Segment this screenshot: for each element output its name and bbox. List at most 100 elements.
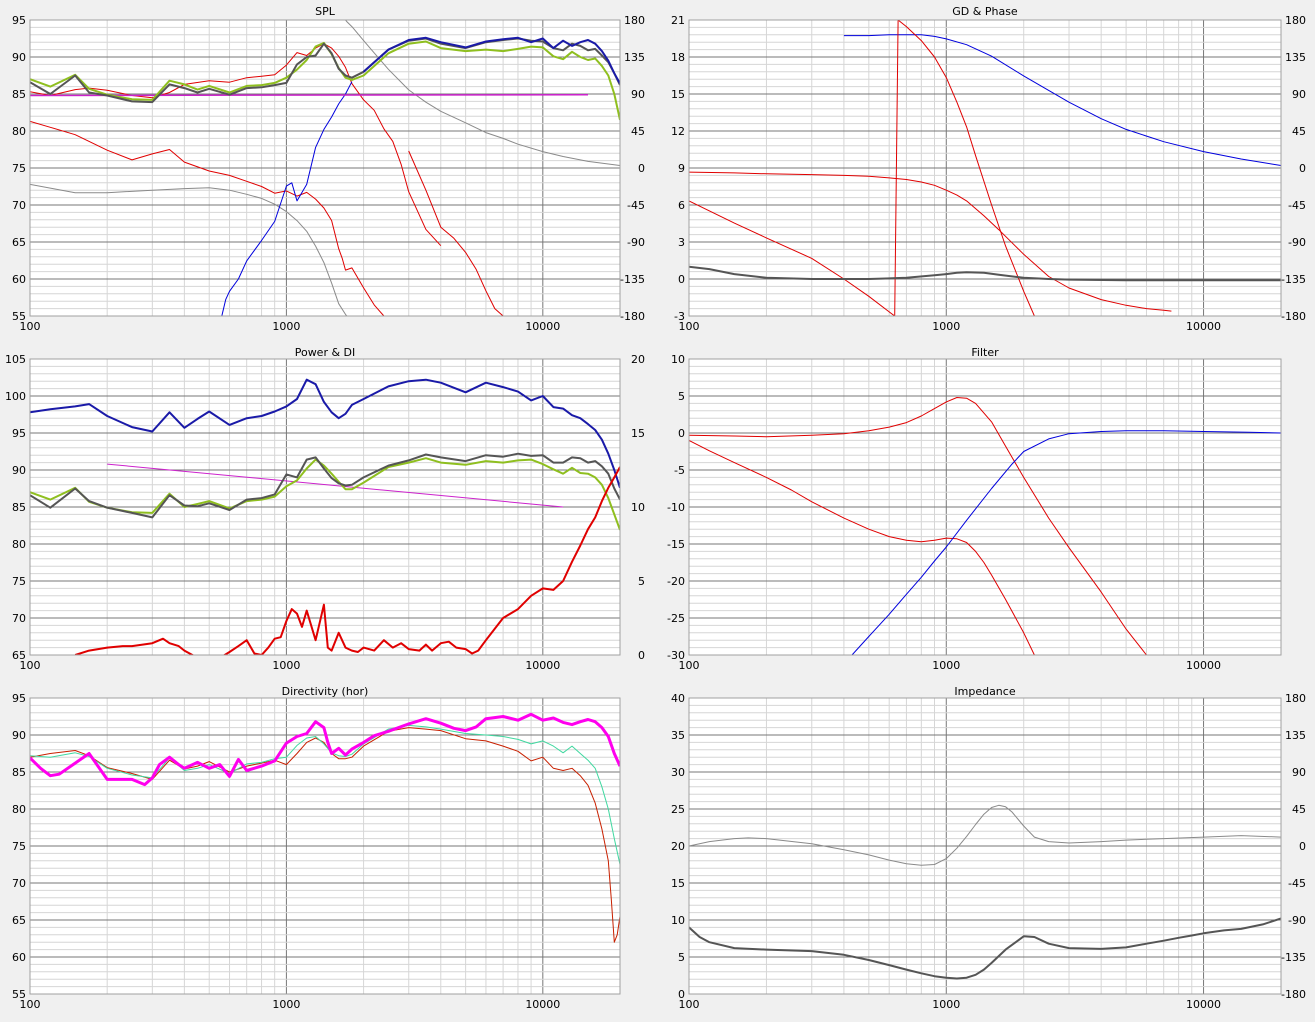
x-tick-label: 1000 <box>932 320 960 333</box>
series-line-spl-7 <box>30 40 620 121</box>
series-group <box>689 804 1281 980</box>
y2-tick-label: 90 <box>631 88 645 101</box>
series-line-spl-4 <box>345 20 620 166</box>
series-line-spl-1 <box>30 120 385 316</box>
y-tick-label: 65 <box>12 649 26 662</box>
series-line-directivity-2 <box>30 712 620 787</box>
y-tick-label: 0 <box>678 273 685 286</box>
series-line-gdphase-3 <box>689 171 1172 312</box>
y-tick-label: -30 <box>667 649 685 662</box>
y2-tick-label: 0 <box>1299 162 1306 175</box>
series-line-gdphase-0 <box>843 34 1281 166</box>
y-tick-label: 85 <box>12 766 26 779</box>
x-tick-label: 10000 <box>1186 320 1221 333</box>
grid <box>689 20 1281 316</box>
y-tick-label: -3 <box>674 310 685 323</box>
series-line-powerdi-4 <box>74 466 620 655</box>
series-group <box>689 397 1281 655</box>
y-tick-label: 40 <box>671 692 685 705</box>
chart-title: Power & DI <box>295 346 356 359</box>
y-tick-label: 10 <box>671 914 685 927</box>
y-tick-label: 5 <box>678 951 685 964</box>
series-line-gdphase-1 <box>894 20 899 316</box>
y-tick-label: 65 <box>12 914 26 927</box>
x-tick-label: 100 <box>679 998 700 1011</box>
series-line-gdphase-2 <box>897 20 1035 316</box>
y-tick-label: 80 <box>12 538 26 551</box>
x-tick-label: 1000 <box>932 659 960 672</box>
series-line-spl-3 <box>30 183 348 316</box>
series-group <box>30 378 620 655</box>
series-line-gdphase-4 <box>689 200 895 316</box>
y-tick-label: 15 <box>671 877 685 890</box>
y-tick-label: 18 <box>671 51 685 64</box>
y2-tick-label: -135 <box>620 273 645 286</box>
y2-tick-label: -180 <box>1281 988 1306 1001</box>
y-tick-label: 60 <box>12 951 26 964</box>
y2-tick-label: -180 <box>1281 310 1306 323</box>
y-tick-label: 65 <box>12 236 26 249</box>
y-tick-label: 80 <box>12 803 26 816</box>
series-line-powerdi-3 <box>30 452 620 519</box>
x-tick-label: 1000 <box>272 659 300 672</box>
series-group <box>30 20 620 316</box>
y-tick-label: 20 <box>671 840 685 853</box>
chart-panel-impedance: Impedance 40 35 30 25 20 15 10 5 0 180 135 90 45 0 -45 -… <box>659 680 1315 1018</box>
plot-border <box>29 697 621 995</box>
chart-panel-powerdi: Power & DI105100959085807570652015105010… <box>0 341 655 678</box>
y2-tick-label: 90 <box>1292 88 1306 101</box>
chart-title: Directivity (hor) <box>282 685 369 698</box>
y2-tick-label: 0 <box>1299 840 1306 853</box>
y-tick-label: 85 <box>12 88 26 101</box>
plot-border <box>29 358 621 656</box>
plot-border <box>688 358 1282 656</box>
y-tick-label: 55 <box>12 310 26 323</box>
y-tick-label: -15 <box>667 538 685 551</box>
x-tick-label: 100 <box>20 320 41 333</box>
series-line-spl-5 <box>221 81 353 316</box>
x-tick-label: 10000 <box>525 998 560 1011</box>
y2-tick-label: 45 <box>1292 803 1306 816</box>
y-tick-label: 0 <box>678 427 685 440</box>
y-tick-label: 9 <box>678 162 685 175</box>
x-tick-label: 10000 <box>1186 998 1221 1011</box>
y2-tick-label: 10 <box>631 501 645 514</box>
y2-tick-label: 180 <box>1285 692 1306 705</box>
y-tick-label: -20 <box>667 575 685 588</box>
series-line-spl-8 <box>30 37 620 104</box>
y2-tick-label: 135 <box>1285 51 1306 64</box>
y2-tick-label: 180 <box>624 14 645 27</box>
chart-title: SPL <box>315 5 336 18</box>
series-line-spl-6 <box>30 93 589 97</box>
y-tick-label: 25 <box>671 803 685 816</box>
x-tick-label: 100 <box>20 998 41 1011</box>
series-line-powerdi-0 <box>30 378 620 489</box>
series-line-filter-1 <box>689 439 1035 655</box>
y2-tick-label: 5 <box>638 575 645 588</box>
x-tick-label: 1000 <box>932 998 960 1011</box>
y2-tick-label: 135 <box>624 51 645 64</box>
y-tick-label: 90 <box>12 464 26 477</box>
series-line-impedance-0 <box>689 804 1281 866</box>
y-tick-label: 100 <box>5 390 26 403</box>
y-tick-label: 6 <box>678 199 685 212</box>
y2-tick-label: -90 <box>627 236 645 249</box>
chart-title: Impedance <box>954 685 1015 698</box>
series-line-filter-0 <box>689 397 1147 655</box>
x-tick-label: 1000 <box>272 998 300 1011</box>
x-tick-label: 10000 <box>1186 659 1221 672</box>
x-tick-label: 10000 <box>525 320 560 333</box>
y-tick-label: 70 <box>12 199 26 212</box>
y-tick-label: -5 <box>674 464 685 477</box>
y-tick-label: 90 <box>12 51 26 64</box>
grid <box>689 698 1281 994</box>
y2-tick-label: 0 <box>638 162 645 175</box>
y2-tick-label: -45 <box>1288 877 1306 890</box>
y-tick-label: 95 <box>12 14 26 27</box>
y-tick-label: 95 <box>12 427 26 440</box>
y-tick-label: 90 <box>12 729 26 742</box>
plot-border <box>29 19 621 317</box>
y-tick-label: 80 <box>12 125 26 138</box>
